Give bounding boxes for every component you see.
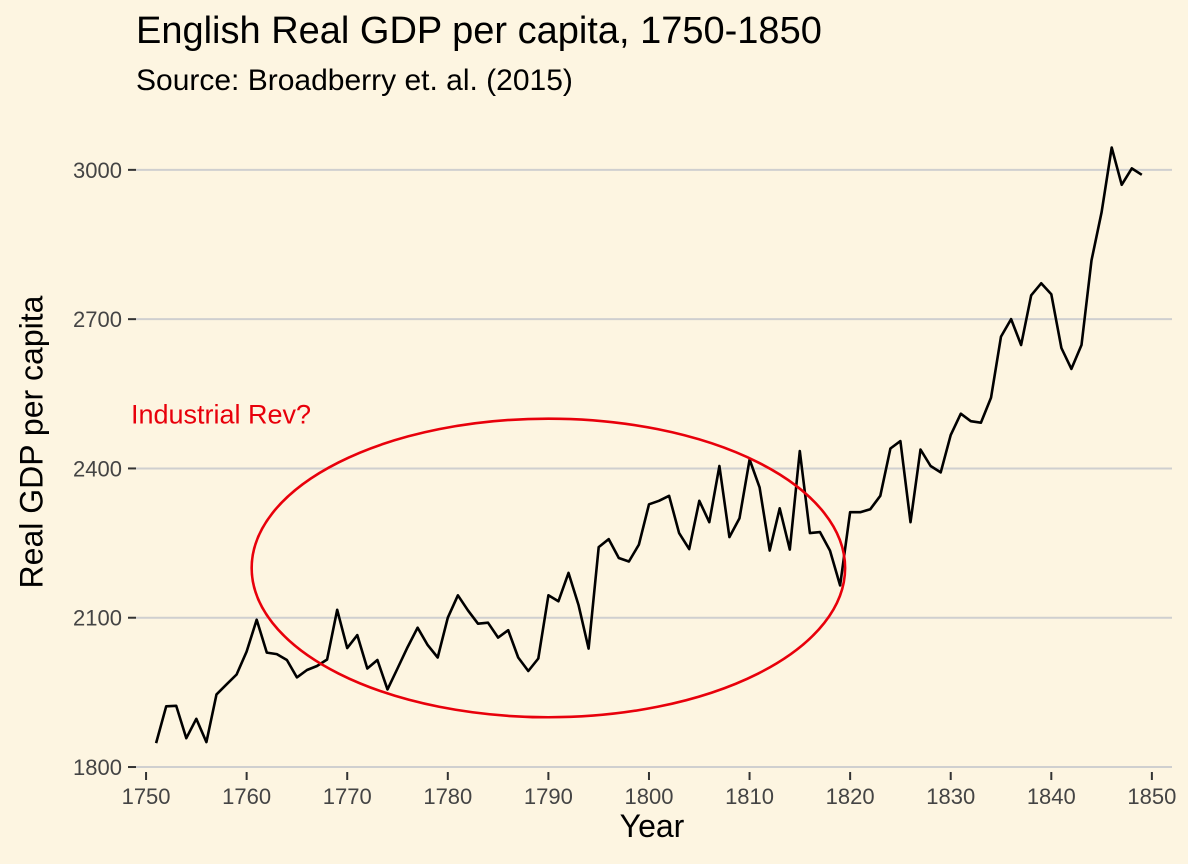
chart-title: English Real GDP per capita, 1750-1850 bbox=[136, 10, 822, 52]
annotation-layer: Industrial Rev? bbox=[131, 400, 847, 719]
y-tick-label-2100: 2100 bbox=[73, 606, 122, 631]
x-tick-label-1850: 1850 bbox=[1127, 784, 1176, 809]
x-tick-label-1830: 1830 bbox=[926, 784, 975, 809]
y-tick-label-2400: 2400 bbox=[73, 456, 122, 481]
x-tick-label-1800: 1800 bbox=[624, 784, 673, 809]
x-tick-label-1760: 1760 bbox=[222, 784, 271, 809]
x-tick-label-1790: 1790 bbox=[524, 784, 573, 809]
x-tick-label-1820: 1820 bbox=[826, 784, 875, 809]
grid-layer bbox=[136, 168, 1172, 769]
chart-subtitle: Source: Broadberry et. al. (2015) bbox=[136, 64, 573, 97]
x-tick-label-1750: 1750 bbox=[122, 784, 171, 809]
x-tick-label-1770: 1770 bbox=[323, 784, 372, 809]
y-axis-title: Real GDP per capita bbox=[13, 295, 50, 589]
x-axis-title: Year bbox=[619, 808, 685, 844]
y-tick-label-1800: 1800 bbox=[73, 755, 122, 780]
y-tick-label-2700: 2700 bbox=[73, 307, 122, 332]
y-tick-label-3000: 3000 bbox=[73, 158, 122, 183]
industrial-rev-ellipse bbox=[250, 417, 847, 719]
x-tick-label-1780: 1780 bbox=[423, 784, 472, 809]
axis-layer: 1800 2100 2400 2700 3000 1750 1760 1770 1780 1790… bbox=[73, 158, 1176, 809]
x-tick-label-1840: 1840 bbox=[1027, 784, 1076, 809]
industrial-rev-label: Industrial Rev? bbox=[131, 400, 311, 430]
x-tick-label-1810: 1810 bbox=[725, 784, 774, 809]
